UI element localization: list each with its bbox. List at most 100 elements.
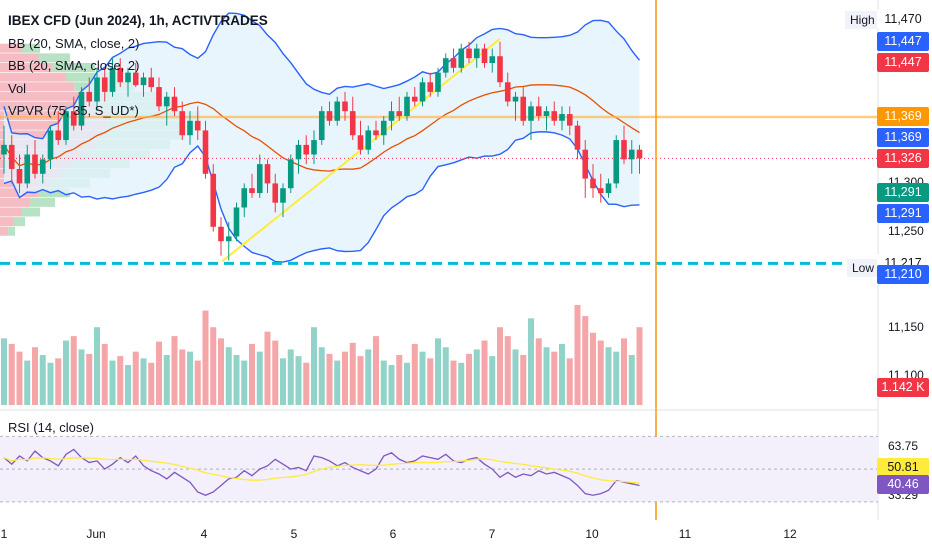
volume-bar [24,360,31,405]
volume-bar [303,362,310,405]
candle-body [218,226,224,242]
candle-body [489,56,496,63]
volume-bar [179,349,186,405]
volume-bar [566,358,573,405]
volume-bar [39,355,46,405]
legend-vpvr[interactable]: VPVR (75, 35, S_UD*) [8,103,139,118]
candle-body [163,96,170,107]
symbol-title[interactable]: IBEX CFD (Jun 2024), 1h, ACTIVTRADES [8,13,268,28]
volume-bar [94,327,100,405]
candle-body [241,188,248,208]
candle-body [117,67,124,83]
candle-body [39,159,46,174]
candle-body [187,120,193,136]
profile-down [0,53,39,63]
profile-down [0,111,110,121]
price-tick-label: 11,150 [888,319,924,334]
time-tick-label: 5 [291,527,298,541]
candle-body [466,48,472,59]
volume-bar [86,353,93,405]
candle-body [566,114,573,126]
candle-body [334,101,341,121]
candle-body [543,111,550,116]
volume-bar [264,331,271,405]
candle-body [512,96,519,102]
candle-body [628,149,635,160]
candle-body [357,135,364,150]
candle-body [94,77,100,102]
candle-body [101,77,108,92]
legend-rsi[interactable]: RSI (14, close) [8,420,94,435]
volume-bar [334,360,341,405]
candle-body [132,72,139,86]
candle-body [47,130,54,160]
volume-bar [156,341,162,405]
profile-down [0,101,99,111]
volume-bar [504,336,511,405]
price-label: 11,291 [877,203,929,223]
volume-bar [404,362,410,405]
volume-bar [380,360,387,405]
candle-body [605,183,612,194]
profile-down [0,62,53,72]
price-label: 11,369 [877,128,929,148]
volume-bar [63,340,69,405]
price-label: 11,470 [877,10,929,30]
volume-bar [249,343,255,405]
volume-bar [125,365,131,405]
candle-body [621,140,627,160]
time-tick-label: Jun [86,527,105,541]
indicator-legend: IBEX CFD (Jun 2024), 1h, ACTIVTRADES BB … [8,10,268,123]
volume-bar [101,343,108,405]
time-tick-label: 6 [390,527,397,541]
candle-body [70,111,77,126]
profile-up [30,197,55,207]
legend-bb-2[interactable]: BB (20, SMA, close, 2) [8,58,140,73]
volume-bar [535,338,542,405]
volume-bar [497,327,503,405]
volume-bar [210,327,217,405]
candle-body [109,67,116,92]
rsi-pane[interactable] [0,435,878,503]
legend-vol[interactable]: Vol [8,80,27,96]
volume-bar [628,355,635,405]
time-tick-label: 11 [679,527,692,541]
volume-bar [109,360,116,405]
volume-bar [613,351,620,405]
candle-body [210,173,217,227]
candle-body [63,111,69,141]
volume-bar [489,356,496,405]
volume-bar [241,360,248,405]
candle-body [311,140,317,155]
volume-bar [365,349,372,405]
candle-body [411,96,418,102]
volume-bar [543,347,550,405]
time-tick-label: 7 [489,527,496,541]
volume-bar [419,351,426,405]
volume-bar [256,351,263,405]
candle-body [171,96,178,112]
volume-bar [427,358,434,405]
time-tick-label: 4 [201,527,208,541]
profile-down [0,82,75,92]
volume-bar [148,362,155,405]
legend-bb-1[interactable]: BB (20, SMA, close, 2) [8,35,140,51]
volume-bar [132,351,139,405]
candle-body [272,183,279,203]
volume-bar [70,336,77,405]
candle-body [225,236,232,242]
rsi-tick-label: 63.75 [888,438,919,453]
time-tick-label: 10 [585,527,599,541]
time-axis: 1 Jun 4 5 6 7 10 11 12 [1,527,797,541]
candle-body [481,48,488,63]
volume-bar [272,340,279,405]
candle-body [365,130,372,150]
profile-up [8,226,15,236]
volume-bar [1,338,7,405]
lower-band [3,131,640,263]
profile-down [0,197,31,207]
candle-body [140,77,147,86]
rsi-ma-line [3,457,640,484]
candlesticks[interactable] [1,41,643,261]
